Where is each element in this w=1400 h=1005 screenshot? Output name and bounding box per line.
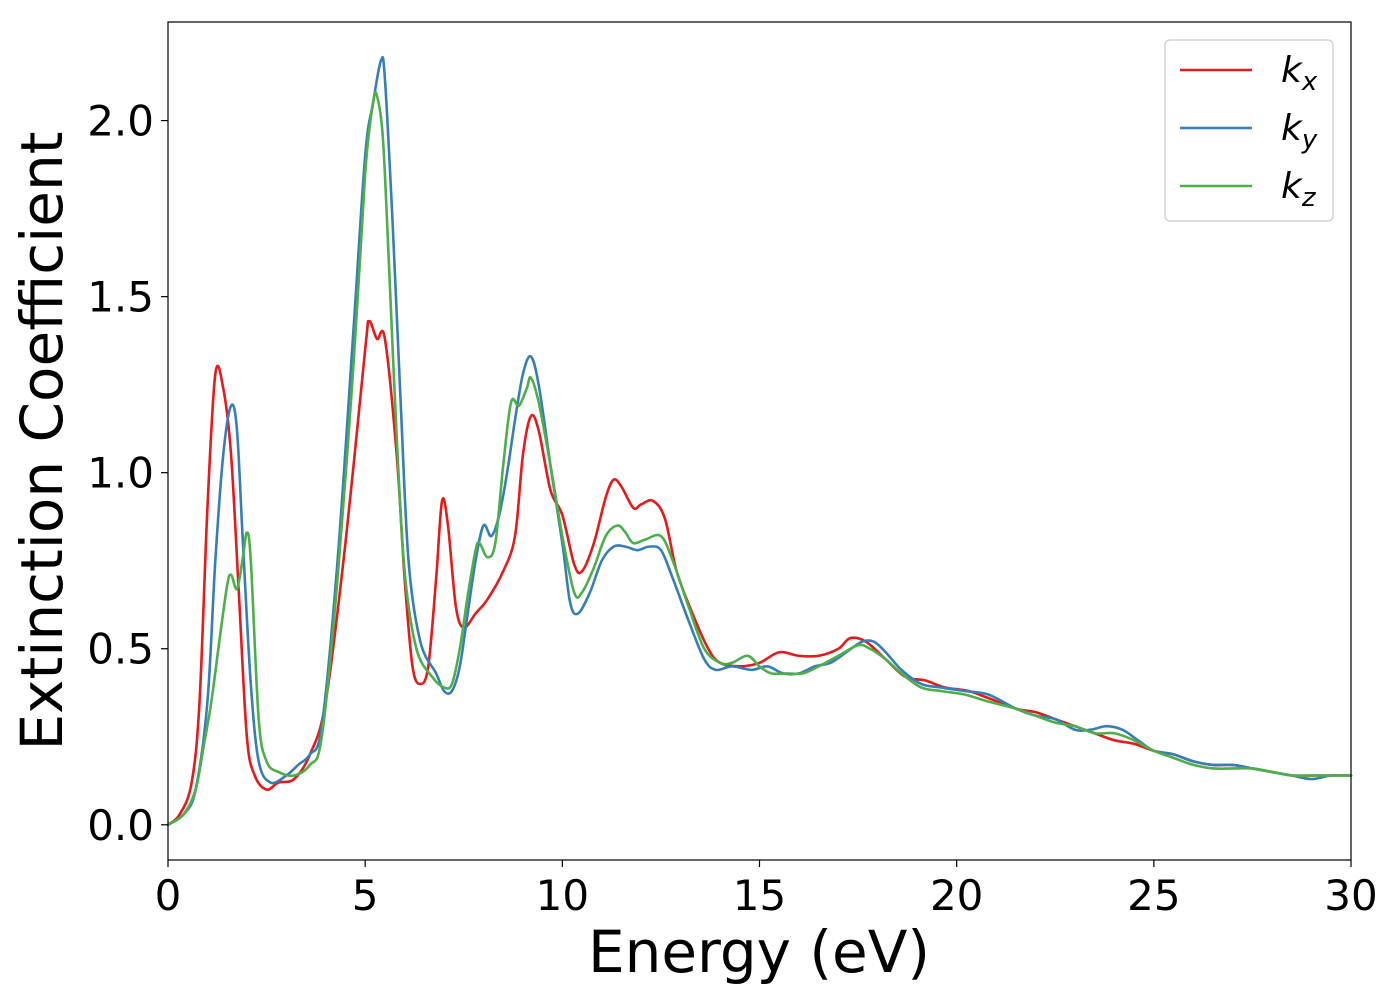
y-tick-label: 1.5	[87, 273, 154, 322]
legend-box	[1164, 39, 1334, 222]
x-tick-label: 30	[1324, 871, 1377, 920]
x-axis-title: Energy (eV)	[588, 918, 930, 986]
y-tick-label: 0.0	[87, 801, 154, 850]
series-layer	[166, 55, 1353, 827]
y-tick-label: 0.5	[87, 625, 154, 674]
x-tick-label: 10	[536, 871, 589, 920]
series-line-kz	[166, 90, 1353, 827]
y-tick-label: 2.0	[87, 97, 154, 146]
series-line-ky	[166, 55, 1353, 827]
y-tick-label: 1.0	[87, 449, 154, 498]
x-tick-label: 0	[155, 871, 182, 920]
x-axis-ticks: 0 5 10 15 20 25 30	[155, 860, 1378, 920]
x-tick-label: 25	[1127, 871, 1180, 920]
x-tick-label: 15	[733, 871, 786, 920]
y-axis-title: Extinction Coefficient	[8, 132, 76, 751]
x-tick-label: 5	[352, 871, 379, 920]
x-tick-label: 20	[930, 871, 983, 920]
y-axis-ticks: 0.0 0.5 1.0 1.5 2.0	[87, 97, 168, 850]
